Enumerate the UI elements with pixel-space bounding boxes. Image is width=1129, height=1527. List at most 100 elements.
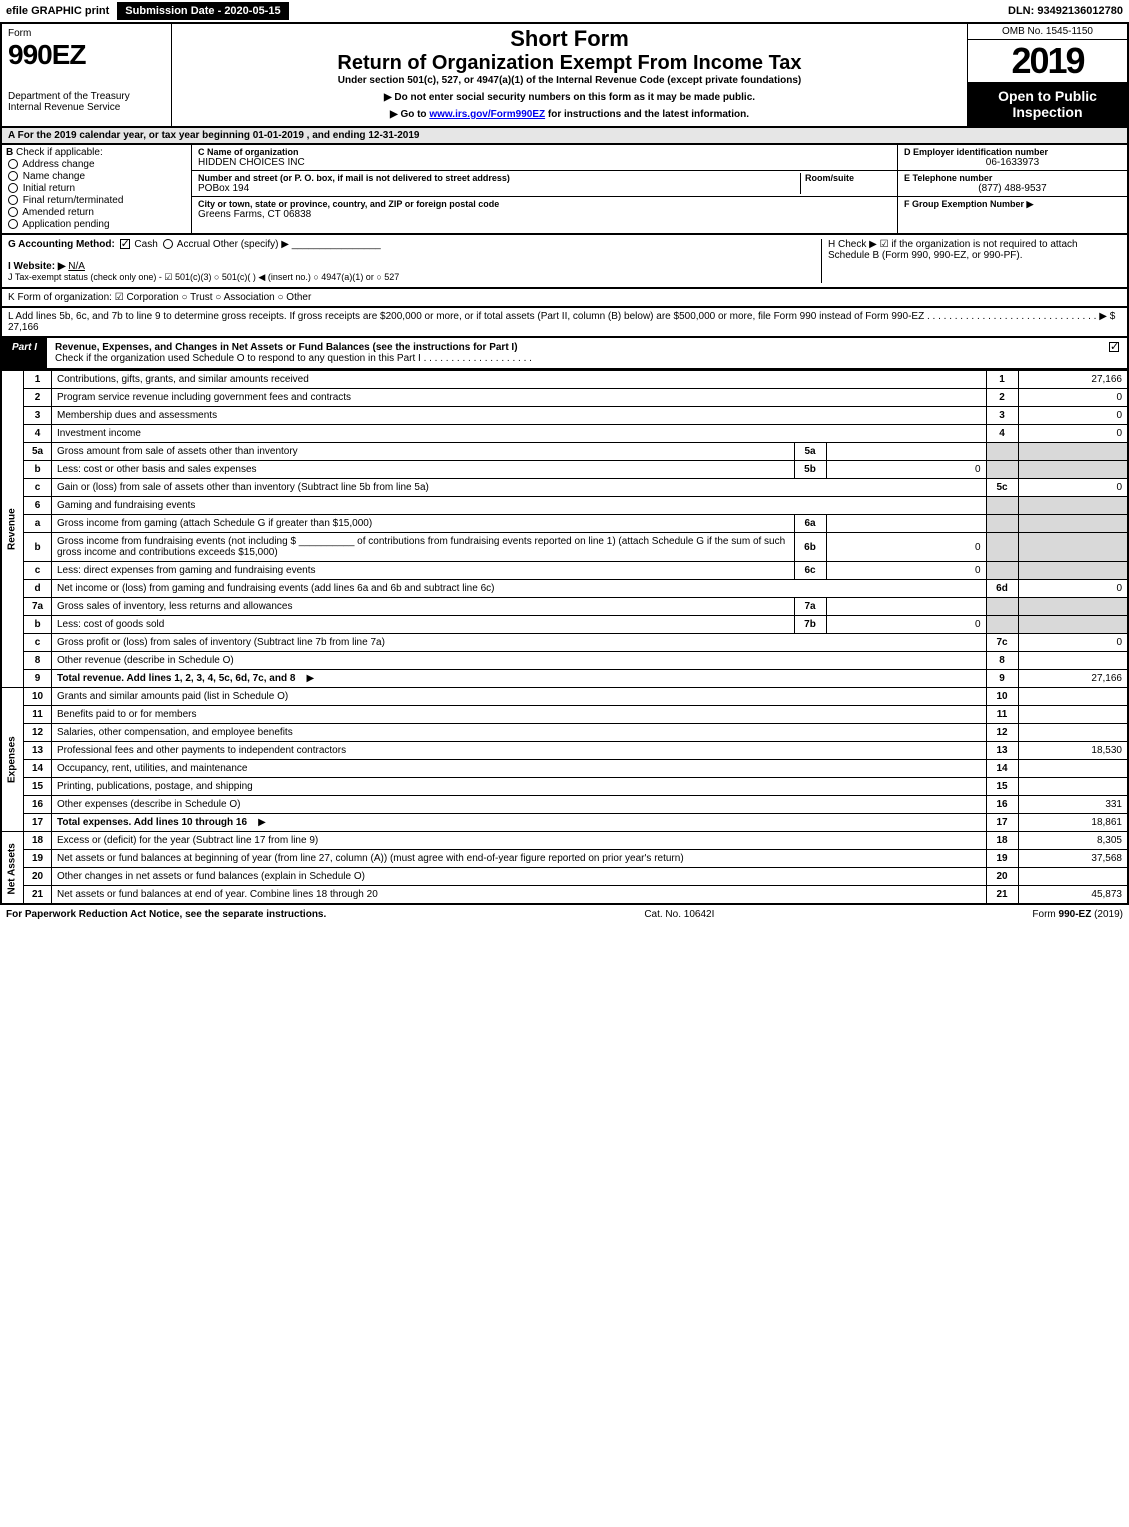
header-left: Form 990EZ Department of the Treasury In… — [2, 24, 172, 126]
org-name-value: HIDDEN CHOICES INC — [198, 157, 891, 168]
tax-year: 2019 — [968, 40, 1127, 82]
table-row: 14 Occupancy, rent, utilities, and maint… — [1, 760, 1128, 778]
desc-9: Total revenue. Add lines 1, 2, 3, 4, 5c,… — [52, 670, 987, 688]
subln-5a: 5a — [794, 443, 826, 461]
subval-5a — [826, 443, 986, 461]
section-b: B Check if applicable: Address change Na… — [2, 145, 192, 233]
ln-17: 17 — [24, 814, 52, 832]
dln-label: DLN: 93492136012780 — [1008, 5, 1129, 17]
val-15 — [1018, 778, 1128, 796]
chk-accrual[interactable] — [163, 239, 173, 249]
ln-11: 11 — [24, 706, 52, 724]
table-row: 17 Total expenses. Add lines 10 through … — [1, 814, 1128, 832]
group-exemption-cell: F Group Exemption Number ▶ — [898, 197, 1127, 212]
top-bar: efile GRAPHIC print Submission Date - 20… — [0, 0, 1129, 24]
phone-value: (877) 488-9537 — [904, 183, 1121, 194]
desc-7c: Gross profit or (loss) from sales of inv… — [52, 634, 987, 652]
g-label: G Accounting Method: — [8, 239, 115, 250]
num-16: 16 — [986, 796, 1018, 814]
header-mid: Short Form Return of Organization Exempt… — [172, 24, 967, 126]
ln-3: 3 — [24, 407, 52, 425]
desc-20: Other changes in net assets or fund bala… — [52, 868, 987, 886]
cash-label: Cash — [134, 239, 157, 250]
form-word: Form — [8, 28, 165, 39]
desc-6: Gaming and fundraising events — [52, 497, 987, 515]
num-14: 14 — [986, 760, 1018, 778]
num-5c: 5c — [986, 479, 1018, 497]
num-21: 21 — [986, 886, 1018, 905]
chk-cash[interactable] — [120, 239, 130, 249]
org-name-label: C Name of organization — [198, 147, 891, 157]
subln-7b: 7b — [794, 616, 826, 634]
ln-5b: b — [24, 461, 52, 479]
table-row: 19 Net assets or fund balances at beginn… — [1, 850, 1128, 868]
ln-6c: c — [24, 562, 52, 580]
section-c: C Name of organization HIDDEN CHOICES IN… — [192, 145, 897, 233]
part1-header: Part I Revenue, Expenses, and Changes in… — [0, 338, 1129, 370]
desc-15: Printing, publications, postage, and shi… — [52, 778, 987, 796]
num-12: 12 — [986, 724, 1018, 742]
num-6d: 6d — [986, 580, 1018, 598]
revenue-side-label: Revenue — [1, 371, 24, 688]
table-row: 3 Membership dues and assessments 3 0 — [1, 407, 1128, 425]
part1-check[interactable] — [1101, 338, 1127, 368]
chk-application-pending[interactable]: Application pending — [6, 219, 187, 230]
ssn-warning: ▶ Do not enter social security numbers o… — [178, 92, 961, 103]
table-row: 5a Gross amount from sale of assets othe… — [1, 443, 1128, 461]
chk-address-change[interactable]: Address change — [6, 159, 187, 170]
num-11: 11 — [986, 706, 1018, 724]
section-g: G Accounting Method: Cash Accrual Other … — [8, 239, 821, 283]
val-17: 18,861 — [1018, 814, 1128, 832]
val-20 — [1018, 868, 1128, 886]
chk-final-return[interactable]: Final return/terminated — [6, 195, 187, 206]
table-row: Expenses 10 Grants and similar amounts p… — [1, 688, 1128, 706]
desc-21: Net assets or fund balances at end of ye… — [52, 886, 987, 905]
table-row: 7a Gross sales of inventory, less return… — [1, 598, 1128, 616]
room-label: Room/suite — [805, 173, 891, 183]
section-l: L Add lines 5b, 6c, and 7b to line 9 to … — [0, 308, 1129, 338]
block-b-to-h: B Check if applicable: Address change Na… — [0, 145, 1129, 235]
grey-6c — [986, 562, 1018, 580]
desc-2: Program service revenue including govern… — [52, 389, 987, 407]
desc-4: Investment income — [52, 425, 987, 443]
ln-12: 12 — [24, 724, 52, 742]
val-2: 0 — [1018, 389, 1128, 407]
ln-2: 2 — [24, 389, 52, 407]
desc-14: Occupancy, rent, utilities, and maintena… — [52, 760, 987, 778]
ln-20: 20 — [24, 868, 52, 886]
ln-5c: c — [24, 479, 52, 497]
grey-7a — [986, 598, 1018, 616]
address-label: Number and street (or P. O. box, if mail… — [198, 173, 800, 183]
subln-5b: 5b — [794, 461, 826, 479]
ln-9: 9 — [24, 670, 52, 688]
header-right: OMB No. 1545-1150 2019 Open to Public In… — [967, 24, 1127, 126]
ln-13: 13 — [24, 742, 52, 760]
submission-date-button[interactable]: Submission Date - 2020-05-15 — [117, 2, 288, 20]
table-row: c Gross profit or (loss) from sales of i… — [1, 634, 1128, 652]
greyval-6a — [1018, 515, 1128, 533]
irs-link[interactable]: www.irs.gov/Form990EZ — [429, 109, 545, 120]
goto-pre: ▶ Go to — [390, 109, 429, 120]
greyval-5a — [1018, 443, 1128, 461]
ln-6b: b — [24, 533, 52, 562]
ln-10: 10 — [24, 688, 52, 706]
form-code: 990EZ — [8, 39, 165, 71]
part1-sub: Check if the organization used Schedule … — [55, 353, 532, 364]
num-1: 1 — [986, 371, 1018, 389]
val-19: 37,568 — [1018, 850, 1128, 868]
desc-10: Grants and similar amounts paid (list in… — [52, 688, 987, 706]
num-10: 10 — [986, 688, 1018, 706]
table-row: 12 Salaries, other compensation, and emp… — [1, 724, 1128, 742]
table-row: 9 Total revenue. Add lines 1, 2, 3, 4, 5… — [1, 670, 1128, 688]
greyval-7a — [1018, 598, 1128, 616]
chk-amended-return[interactable]: Amended return — [6, 207, 187, 218]
val-7c: 0 — [1018, 634, 1128, 652]
val-6d: 0 — [1018, 580, 1128, 598]
ein-label: D Employer identification number — [904, 147, 1121, 157]
val-12 — [1018, 724, 1128, 742]
desc-5c: Gain or (loss) from sale of assets other… — [52, 479, 987, 497]
chk-name-change[interactable]: Name change — [6, 171, 187, 182]
table-row: c Less: direct expenses from gaming and … — [1, 562, 1128, 580]
footer-mid: Cat. No. 10642I — [326, 909, 1032, 920]
chk-initial-return[interactable]: Initial return — [6, 183, 187, 194]
